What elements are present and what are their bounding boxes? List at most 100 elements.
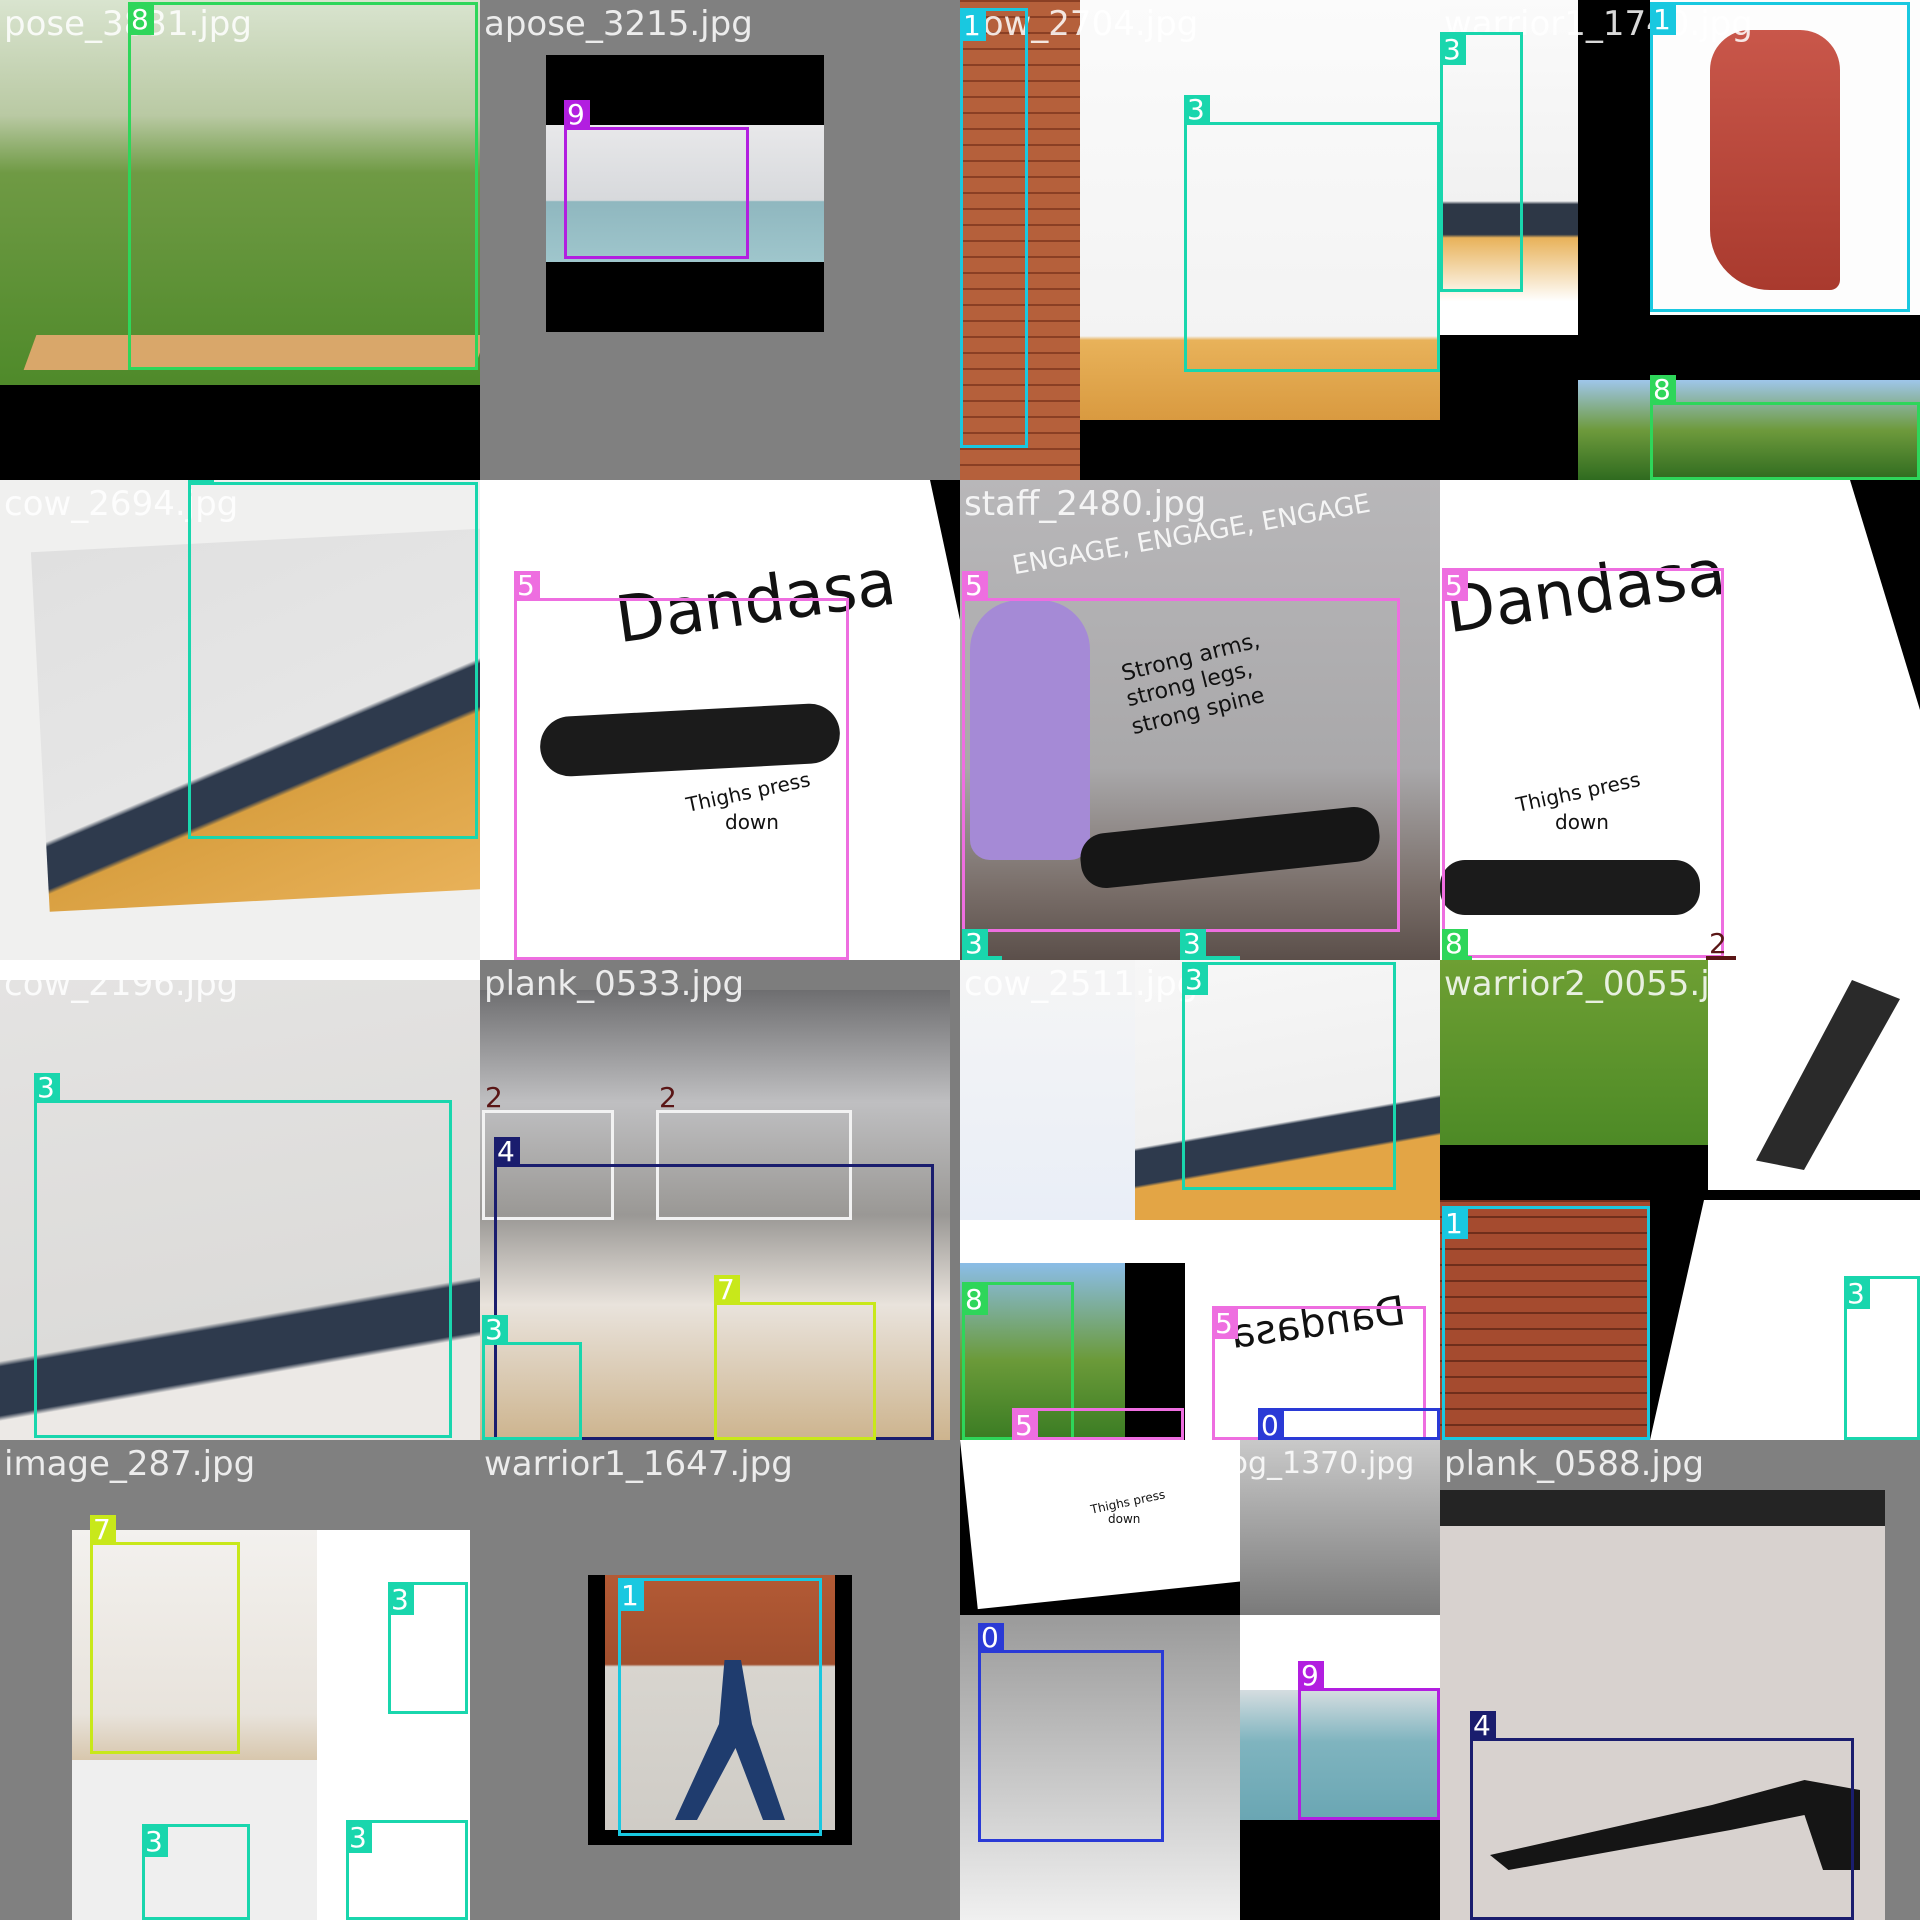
bbox-label: 8 <box>962 1285 988 1315</box>
bbox-label: 3 <box>346 1823 372 1853</box>
bbox-label: 2 <box>659 1081 677 1114</box>
bbox-label: 8 <box>1442 929 1468 959</box>
tile-apose-3215: apose_3215.jpg 9 <box>480 0 960 480</box>
photo-bridge-pose <box>546 125 824 262</box>
bbox: 3 <box>1182 962 1396 1190</box>
tile-filename: staff_2480.jpg <box>964 484 1207 524</box>
bbox: 0 <box>1258 1408 1440 1440</box>
bbox: 5 <box>1012 1408 1184 1440</box>
tile-filename: cow_2511.jpg <box>964 964 1199 1004</box>
photo-brick-wall <box>960 0 1080 480</box>
photo-cow-pose <box>1080 0 1440 420</box>
illustration-caption: down <box>1555 810 1609 834</box>
bbox-label: 3 <box>1184 95 1210 125</box>
photo-cow-pose <box>1135 960 1440 1220</box>
tile-downwardfacingdog-1370: Thighs press down downwardfacingdog_1370… <box>960 1440 1440 1920</box>
tile-cow-2694: cow_2694.jpg 3 <box>0 480 480 960</box>
tile-warrior1-1740: warrior1_1740.jpg 3 1 8 <box>1440 0 1920 480</box>
bbox: 3 <box>142 1824 250 1920</box>
tile-filename: cow_2694.jpg <box>4 484 239 524</box>
white-wedge <box>1650 1200 1920 1440</box>
bbox-label: 3 <box>142 1827 168 1857</box>
bbox: 3 <box>1180 929 1240 960</box>
bbox: 0 <box>978 1623 1164 1842</box>
photo-bridge-mat <box>1240 1690 1440 1820</box>
bbox-label: 0 <box>1258 1411 1284 1440</box>
tile-cow-2511: Dandasa cow_2511.jpg 3 8 5 5 0 <box>960 960 1440 1440</box>
bbox: 5 <box>514 571 849 960</box>
bbox-label: 1 <box>1442 1209 1468 1239</box>
tile-filename: plank_0533.jpg <box>484 964 745 1004</box>
bbox: 9 <box>1298 1661 1440 1820</box>
tile-warrior1-1647: warrior1_1647.jpg 1 <box>480 1440 960 1920</box>
bbox: 5 <box>1442 568 1724 958</box>
bbox-label: 5 <box>1012 1411 1038 1440</box>
tile-filename: downwardfacingdog_1370.jpg <box>964 1446 1415 1481</box>
tile-staff-2480: ENGAGE, ENGAGE, ENGAGE Strong arms, stro… <box>960 480 1440 960</box>
tile-cow-2196: cow_2196.jpg 3 <box>0 960 480 1440</box>
anatomy-figure <box>1710 30 1840 290</box>
tile-plank-0533: plank_0533.jpg 2 2 4 3 7 <box>480 960 960 1440</box>
bbox-label: 7 <box>714 1275 740 1305</box>
bbox-label: 8 <box>1650 375 1676 405</box>
bbox: 4 <box>1470 1711 1854 1920</box>
bbox: 1 <box>960 8 1028 448</box>
bbox-label: 5 <box>1442 571 1468 601</box>
bbox: 3 <box>1184 95 1440 372</box>
bbox-label: 3 <box>1180 929 1206 959</box>
bbox: 2 <box>1706 929 1736 960</box>
tile-filename: warrior1_1740.jpg <box>1444 4 1753 44</box>
photo-warrior-brick <box>605 1575 835 1830</box>
photo-brick-warrior <box>1440 1200 1650 1440</box>
bbox: 1 <box>618 1578 822 1836</box>
bbox-label: 3 <box>1440 35 1466 65</box>
white-strip <box>1240 1615 1440 1690</box>
tile-filename: image_287.jpg <box>4 1444 256 1484</box>
tile-filename: apose_3215.jpg <box>484 4 753 44</box>
bbox: 3 <box>346 1820 468 1920</box>
bbox-label: 2 <box>485 1081 503 1114</box>
tile-filename: staff_2299.jpg <box>484 484 727 524</box>
tile-pose-3831: pose_3831.jpg 8 <box>0 0 480 480</box>
bbox-label: 3 <box>34 1073 60 1103</box>
bbox-label: 9 <box>1298 1661 1324 1691</box>
bbox: 3 <box>962 929 1002 960</box>
bbox-label: 5 <box>1212 1309 1238 1339</box>
bbox: 5 <box>962 571 1400 932</box>
photo-dog-bw-small <box>1240 1440 1440 1615</box>
photo-lunge <box>72 1530 317 1760</box>
tile-filename: warrior2_0055.jpg <box>1444 964 1753 1004</box>
bbox: 8 <box>1650 375 1920 480</box>
photo-grass <box>1440 960 1708 1145</box>
tile-filename: cow_2196.jpg <box>4 964 239 1004</box>
bbox-label: 7 <box>90 1515 116 1545</box>
photo-bottom-right <box>317 1760 470 1920</box>
tile-filename: pose_3376.jpg <box>1444 484 1692 524</box>
bbox-label: 3 <box>1182 965 1208 995</box>
bbox: 9 <box>564 100 749 259</box>
photo-cow-green <box>317 1530 470 1760</box>
bbox: 3 <box>482 1315 582 1440</box>
tile-warrior2-0055: warrior2_0055.jpg 1 3 <box>1440 960 1920 1440</box>
bbox-label: 8 <box>128 5 154 35</box>
illustration-caption: down <box>725 810 779 834</box>
tile-image-287: image_287.jpg 7 3 3 3 <box>0 1440 480 1920</box>
tile-pose-3376: Dandasa Thighs press down pose_3376.jpg … <box>1440 480 1920 960</box>
bbox-label: 3 <box>1844 1279 1870 1309</box>
bbox-label: 5 <box>962 571 988 601</box>
staff-pose-figure <box>1440 860 1700 915</box>
photo-dog-bw-large <box>960 1615 1240 1920</box>
bbox: 3 <box>1440 32 1523 292</box>
bbox: 7 <box>90 1515 240 1754</box>
bbox-label: 4 <box>494 1137 520 1167</box>
bbox-label: 3 <box>482 1315 508 1345</box>
photo-legs <box>960 960 1135 1220</box>
bbox-label: 3 <box>388 1585 414 1615</box>
photo-bottom-left <box>72 1760 317 1920</box>
bbox-label: 2 <box>1709 927 1727 960</box>
tile-staff-2299: Dandasa Thighs press down staff_2299.jpg… <box>480 480 960 960</box>
photo-triangle-pose <box>0 0 480 385</box>
tile-cow-2704: cow_2704.jpg 1 3 <box>960 0 1440 480</box>
illustration-caption: down <box>1108 1512 1141 1526</box>
